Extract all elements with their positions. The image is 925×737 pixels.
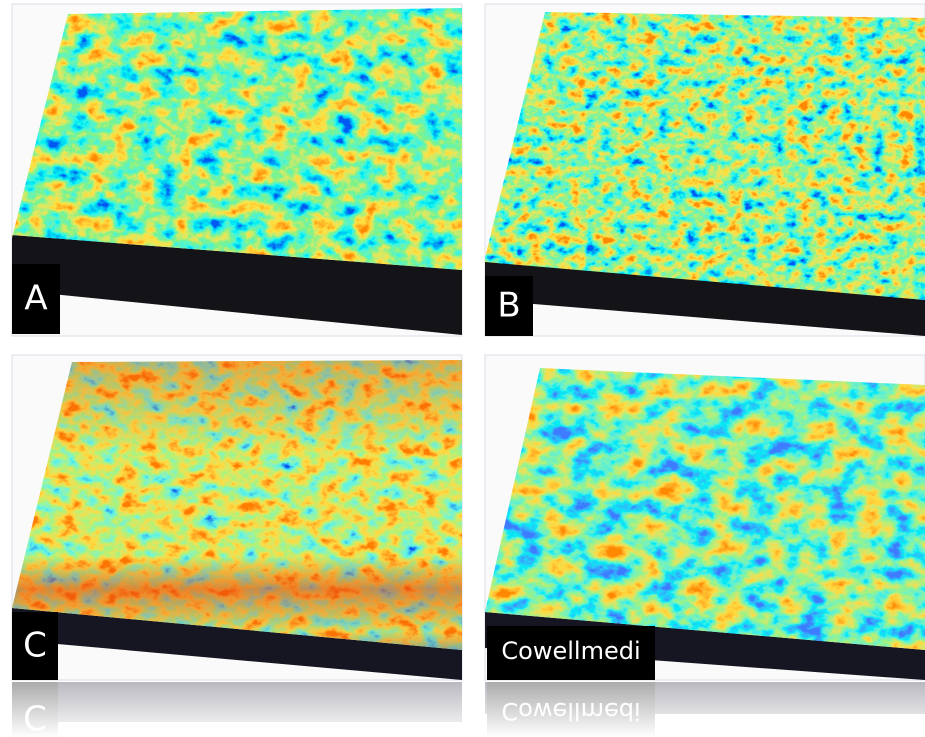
panel-label: Cowellmedi: [501, 637, 640, 665]
reflection-fade: [0, 682, 925, 737]
panel-label: C: [23, 626, 47, 666]
page: {"panels": [{"label": "A"}, {"label": "B…: [0, 0, 925, 737]
panel-label: A: [24, 279, 47, 319]
panel-label: B: [497, 286, 520, 326]
figure: A B C Cowellmedi C Cowellmedi: [0, 0, 925, 737]
